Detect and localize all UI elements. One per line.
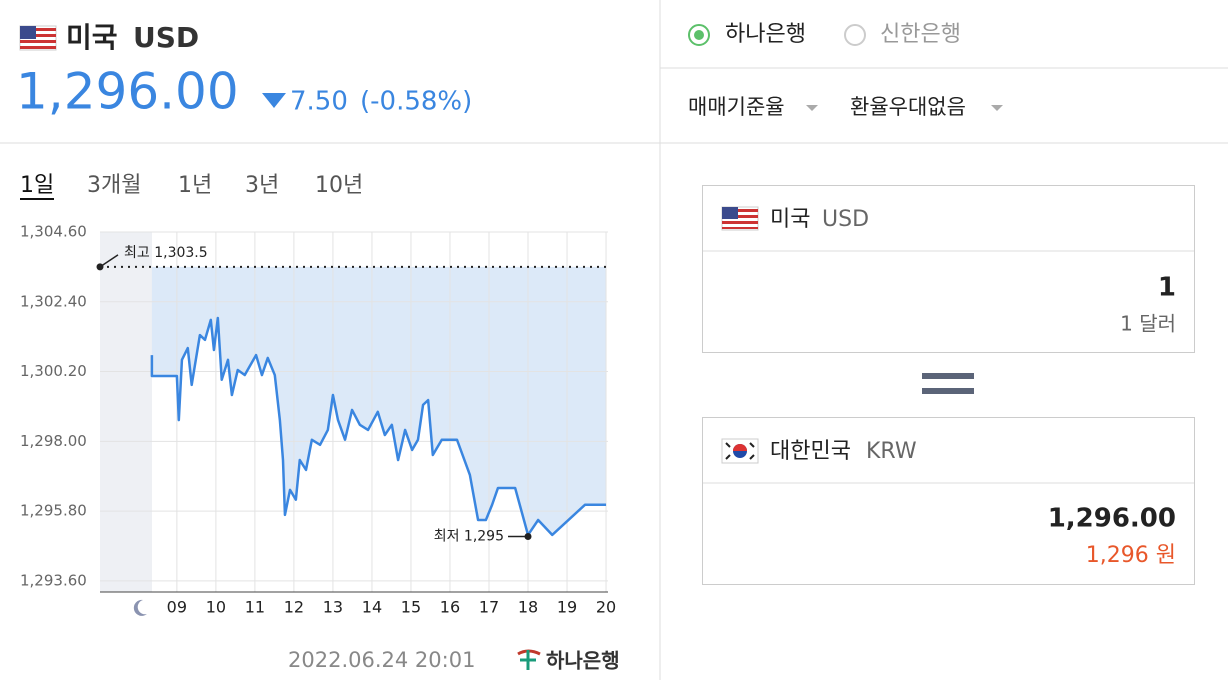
plot: 1,293.60 1,295.80 1,298.00 1,300.20 1,302.40… bbox=[20, 223, 616, 617]
x-tick-label: 19 bbox=[557, 598, 577, 617]
x-tick-label: 12 bbox=[284, 598, 304, 617]
y-tick-label: 1,300.20 bbox=[20, 362, 87, 380]
x-tick-label: 14 bbox=[362, 598, 382, 617]
y-tick-label: 1,302.40 bbox=[20, 292, 87, 310]
equals-icon bbox=[922, 388, 974, 394]
country: 대한민국 bbox=[770, 439, 851, 464]
down-arrow bbox=[262, 93, 286, 108]
currency-code: USD bbox=[822, 207, 869, 232]
y-tick-label: 1,293.60 bbox=[20, 571, 87, 589]
tab[interactable]: 10년 bbox=[315, 173, 363, 198]
x-tick-label: 15 bbox=[401, 598, 421, 617]
area bbox=[151, 266, 607, 535]
country: 미국 bbox=[770, 207, 810, 232]
change-pct: (-0.58%) bbox=[360, 87, 472, 117]
dropdown[interactable]: 환율우대없음 bbox=[850, 95, 966, 119]
amount-unit: 1,296 원 bbox=[1086, 543, 1176, 568]
x-tick-label: 09 bbox=[167, 598, 187, 617]
kr-flag bbox=[721, 438, 759, 464]
x-tick-label: 17 bbox=[479, 598, 499, 617]
x-tick-label: 20 bbox=[596, 598, 616, 617]
tab[interactable]: 3년 bbox=[245, 173, 279, 198]
x-tick-label: 16 bbox=[440, 598, 460, 617]
us-flag bbox=[19, 25, 57, 51]
country: 미국 bbox=[66, 21, 118, 54]
x-tick-label: 11 bbox=[245, 598, 265, 617]
y-tick-label: 1,304.60 bbox=[20, 223, 87, 241]
us-flag bbox=[721, 206, 759, 231]
night-region bbox=[100, 232, 152, 592]
x-tick-label: 13 bbox=[323, 598, 343, 617]
converter-box bbox=[702, 185, 1195, 353]
bank-logo-icon bbox=[517, 649, 541, 670]
tab[interactable]: 1년 bbox=[178, 173, 212, 198]
dropdown-caret bbox=[806, 105, 818, 111]
radio[interactable] bbox=[844, 24, 866, 46]
x-tick-label: 18 bbox=[518, 598, 538, 617]
currency-code: KRW bbox=[866, 439, 917, 464]
bank-logo: 하나은행 bbox=[546, 649, 620, 673]
equals-icon bbox=[922, 373, 974, 379]
bank-option[interactable]: 신한은행 bbox=[880, 22, 961, 47]
dropdown-caret bbox=[991, 105, 1003, 111]
y-tick-label: 1,295.80 bbox=[20, 502, 87, 520]
rate: 1,296.00 bbox=[16, 63, 239, 121]
tab[interactable]: 3개월 bbox=[87, 173, 141, 198]
dropdown[interactable]: 매매기준율 bbox=[688, 95, 785, 119]
amount: 1,296.00 bbox=[1048, 504, 1176, 534]
high-label: 최고 1,303.5 bbox=[124, 245, 208, 261]
amount[interactable]: 1 bbox=[1158, 273, 1176, 303]
currency-code: USD bbox=[133, 21, 199, 54]
timestamp: 2022.06.24 20:01 bbox=[288, 648, 475, 672]
line bbox=[150, 316, 607, 537]
change: 7.50 bbox=[290, 87, 348, 117]
converter-box bbox=[702, 417, 1195, 585]
y-tick-label: 1,298.00 bbox=[20, 432, 87, 450]
low-label: 최저 1,295 bbox=[434, 528, 504, 544]
tab[interactable]: 1일 bbox=[20, 173, 54, 198]
amount-unit: 1 달러 bbox=[1120, 312, 1176, 336]
radio-dot bbox=[694, 30, 704, 40]
leader bbox=[99, 254, 119, 268]
x-tick-label: 10 bbox=[206, 598, 226, 617]
bank-option[interactable]: 하나은행 bbox=[725, 22, 806, 47]
moon-icon bbox=[133, 599, 147, 616]
